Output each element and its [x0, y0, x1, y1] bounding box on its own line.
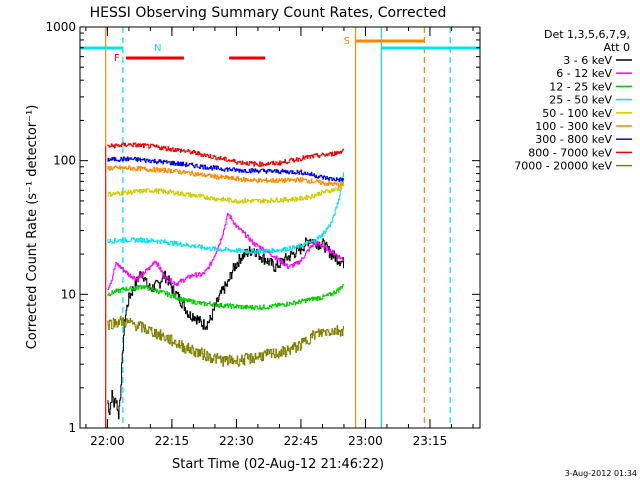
y-tick-label: 10 [61, 287, 76, 301]
legend-entry-label: 7000 - 20000 keV [514, 160, 612, 173]
series-line [107, 142, 344, 167]
legend-entry-label: 50 - 100 keV [542, 107, 612, 120]
legend-entry-label: 6 - 12 keV [556, 67, 612, 80]
legend-header: Det 1,3,5,6,7,9, [544, 28, 630, 41]
chart-title: HESSI Observing Summary Count Rates, Cor… [90, 5, 447, 21]
y-axis-label: Corrected Count Rate (s⁻¹ detector⁻¹) [25, 105, 40, 350]
x-tick-label: 23:15 [413, 434, 448, 448]
flag-label: N [154, 43, 161, 54]
x-tick-label: 23:00 [348, 434, 383, 448]
x-tick-label: 22:30 [219, 434, 254, 448]
series-line [107, 315, 344, 367]
x-tick-label: 22:15 [155, 434, 190, 448]
flag-label: S [344, 36, 350, 47]
y-tick-label: 100 [53, 154, 76, 168]
y-tick-label: 1000 [45, 20, 76, 34]
footer-timestamp: 3-Aug-2012 01:34 [565, 469, 637, 478]
plot-frame [79, 26, 481, 429]
axes: 1 10 100 1000 22:00 22:15 22:30 22:45 23:00 23:15 [45, 20, 481, 448]
series-lines [105, 142, 344, 428]
series-line [107, 181, 344, 204]
legend-entry-label: 25 - 50 keV [549, 94, 612, 107]
series-line [107, 172, 344, 254]
series-line [107, 284, 344, 311]
x-axis-label: Start Time (02-Aug-12 21:46:22) [172, 457, 384, 472]
flag-label: F [114, 53, 120, 64]
legend-entry-label: 800 - 7000 keV [528, 146, 612, 159]
x-tick-label: 22:45 [284, 434, 319, 448]
flag-bars: F N S [80, 36, 480, 64]
series-line [107, 165, 344, 188]
legend-header: Att 0 [604, 41, 630, 54]
x-tick-label: 22:00 [90, 434, 125, 448]
legend-entry-label: 300 - 800 keV [535, 133, 612, 146]
series-line [107, 156, 344, 183]
series-line [107, 212, 344, 290]
legend-entry-label: 12 - 25 keV [549, 80, 612, 93]
legend-entry-label: 3 - 6 keV [563, 54, 612, 67]
y-tick-label: 1 [68, 421, 76, 435]
legend-entry-label: 100 - 300 keV [535, 120, 612, 133]
